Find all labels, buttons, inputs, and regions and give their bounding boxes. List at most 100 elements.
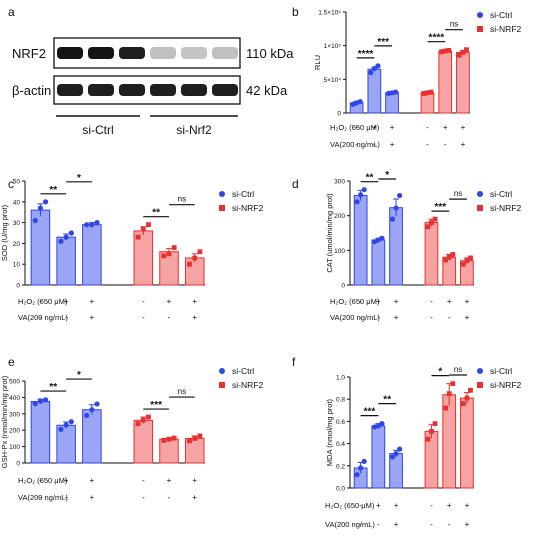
data-point	[428, 89, 434, 95]
treatment-sign: +	[90, 476, 95, 485]
treatment-label: VA(200 ng/mL)	[18, 493, 68, 502]
legend-label: si-NRF2	[490, 24, 521, 34]
treatment-sign: +	[90, 313, 95, 322]
treatment-sign: -	[39, 297, 42, 306]
data-point	[354, 472, 360, 478]
treatment-sign: -	[430, 501, 433, 510]
significance-label: ns	[178, 387, 186, 396]
legend-label: si-NRF2	[490, 203, 521, 213]
data-point	[354, 199, 360, 205]
treatment-sign: +	[90, 493, 95, 502]
treatment-sign: +	[465, 501, 470, 510]
data-point	[425, 436, 431, 442]
data-point	[32, 217, 38, 224]
treatment-sign: -	[359, 501, 362, 510]
data-point	[371, 65, 377, 72]
data-point	[460, 50, 466, 55]
y-tick-label: 200	[334, 213, 345, 220]
treatment-sign: -	[359, 297, 362, 306]
legend-label: si-Ctrl	[490, 189, 512, 199]
data-point	[135, 234, 141, 240]
treatment-sign: -	[355, 123, 358, 132]
data-point	[187, 438, 192, 444]
y-axis-label: MDA (nmol/mg prot)	[325, 398, 334, 466]
significance-label: ns	[454, 189, 462, 198]
panel-label-c: c	[8, 177, 14, 191]
treatment-label: VA(200 ng/mL)	[330, 313, 380, 322]
panel-label-e: e	[8, 355, 15, 369]
data-point	[32, 401, 38, 407]
data-point	[161, 437, 167, 443]
bar	[56, 236, 76, 286]
treatment-sign: +	[192, 297, 197, 306]
data-point	[361, 458, 367, 464]
significance-label: ns	[450, 20, 458, 29]
data-point	[379, 235, 385, 241]
legend-label: si-Ctrl	[490, 366, 512, 376]
data-point	[468, 387, 473, 393]
data-point	[460, 401, 466, 407]
y-tick-label: 20	[13, 241, 21, 248]
panel-label-d: d	[292, 177, 299, 191]
data-point	[192, 436, 198, 441]
data-point	[456, 52, 462, 58]
y-axis-label: GSH-Px (nmol/min/mg prot)	[0, 375, 9, 468]
data-point	[37, 398, 44, 404]
treatment-sign: -	[444, 140, 447, 149]
treatment-sign: +	[192, 476, 197, 485]
treatment-label: VA(200 ng/mL)	[18, 313, 68, 322]
treatment-label: H₂O₂ (650 μM)	[330, 123, 380, 132]
data-point	[443, 257, 449, 263]
data-point	[84, 412, 90, 419]
treatment-sign: -	[65, 313, 68, 322]
data-point	[197, 433, 203, 439]
data-point	[425, 90, 430, 96]
blot-band	[88, 84, 114, 96]
blot-size-label: 110 kDa	[246, 46, 294, 61]
data-point	[146, 414, 151, 420]
blot-band	[212, 47, 238, 59]
y-tick-label: 0.4	[336, 441, 345, 448]
bar	[456, 51, 470, 114]
treatment-sign: -	[359, 313, 362, 322]
data-point	[192, 255, 198, 261]
data-point	[432, 216, 438, 222]
bar	[460, 397, 474, 489]
bar	[30, 401, 51, 464]
y-tick-label: 100	[9, 444, 20, 451]
data-point	[464, 47, 469, 53]
data-point	[446, 391, 452, 397]
treatment-sign: +	[90, 297, 95, 306]
treatment-sign: +	[394, 297, 399, 306]
data-point	[361, 187, 367, 193]
blot-band	[119, 84, 145, 96]
blot-row-label: β-actin	[12, 83, 51, 98]
data-point	[161, 253, 167, 259]
data-point	[393, 450, 399, 457]
y-axis-label: RLU	[313, 55, 322, 70]
data-point	[58, 426, 64, 432]
blot-band	[212, 84, 238, 96]
y-tick-label: 50	[13, 179, 21, 186]
data-point	[94, 401, 100, 407]
blot-band	[57, 84, 83, 96]
y-tick-label: 0	[16, 283, 20, 290]
treatment-sign: +	[461, 140, 466, 149]
legend-label: si-NRF2	[490, 380, 521, 390]
y-tick-label: 0	[16, 461, 20, 468]
data-point	[432, 421, 438, 427]
data-point	[89, 222, 95, 228]
data-point	[450, 381, 456, 387]
treatment-sign: -	[430, 520, 433, 529]
treatment-sign: -	[359, 520, 362, 529]
legend-label: si-Ctrl	[490, 10, 512, 20]
data-point	[460, 261, 466, 267]
y-tick-label: 500	[9, 379, 20, 386]
treatment-sign: +	[390, 123, 395, 132]
data-point	[187, 261, 192, 267]
data-point	[166, 436, 172, 442]
y-tick-label: 1×10⁵	[324, 43, 342, 50]
legend-marker	[219, 191, 225, 197]
legend-label: si-Ctrl	[232, 189, 254, 199]
treatment-sign: +	[372, 123, 377, 132]
